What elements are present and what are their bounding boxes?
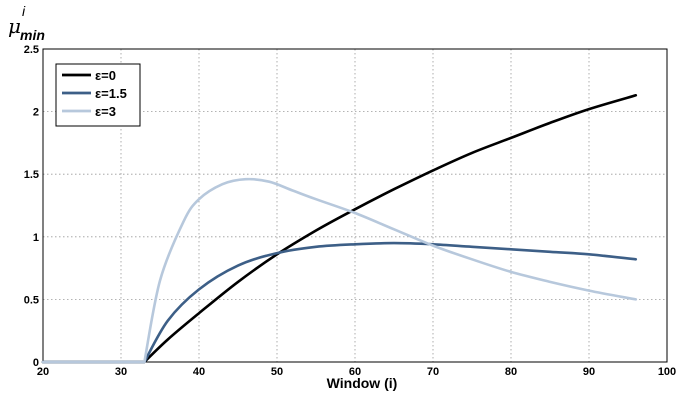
y-tick-label: 2 (33, 107, 39, 119)
legend-label: ε=3 (95, 104, 116, 119)
x-tick-label: 60 (349, 366, 361, 378)
x-tick-label: 40 (193, 366, 205, 378)
y-axis-title-subscript: min (20, 27, 45, 43)
legend: ε=0 ε=1.5 ε=3 (55, 63, 141, 127)
y-tick-label: 2.5 (24, 44, 39, 56)
x-tick-labels: 20 30 40 50 60 70 80 90 100 (37, 366, 676, 378)
series-line (41, 241, 638, 364)
y-tick-label: 1.5 (24, 169, 39, 181)
y-tick-label: 0 (33, 357, 39, 369)
grid-lines (43, 49, 667, 362)
x-tick-label: 80 (505, 366, 517, 378)
y-axis-title: μ i min (8, 3, 45, 43)
x-tick-label: 100 (658, 366, 676, 378)
x-tick-label: 90 (583, 366, 595, 378)
series-line (41, 177, 638, 364)
series-line (41, 94, 638, 364)
x-tick-label: 30 (115, 366, 127, 378)
y-axis-title-superscript: i (22, 3, 26, 19)
y-axis-title-base: μ (8, 14, 21, 38)
plot-area-frame (42, 48, 668, 363)
legend-label: ε=0 (95, 68, 116, 83)
legend-label: ε=1.5 (95, 86, 127, 101)
y-tick-label: 1 (33, 232, 39, 244)
data-series (41, 94, 638, 364)
y-tick-labels: 0 0.5 1 1.5 2 2.5 (24, 44, 39, 369)
x-tick-label: 20 (37, 366, 49, 378)
x-tick-label: 70 (427, 366, 439, 378)
x-axis-title: Window (i) (327, 375, 398, 391)
y-tick-label: 0.5 (24, 294, 39, 306)
x-tick-label: 50 (271, 366, 283, 378)
